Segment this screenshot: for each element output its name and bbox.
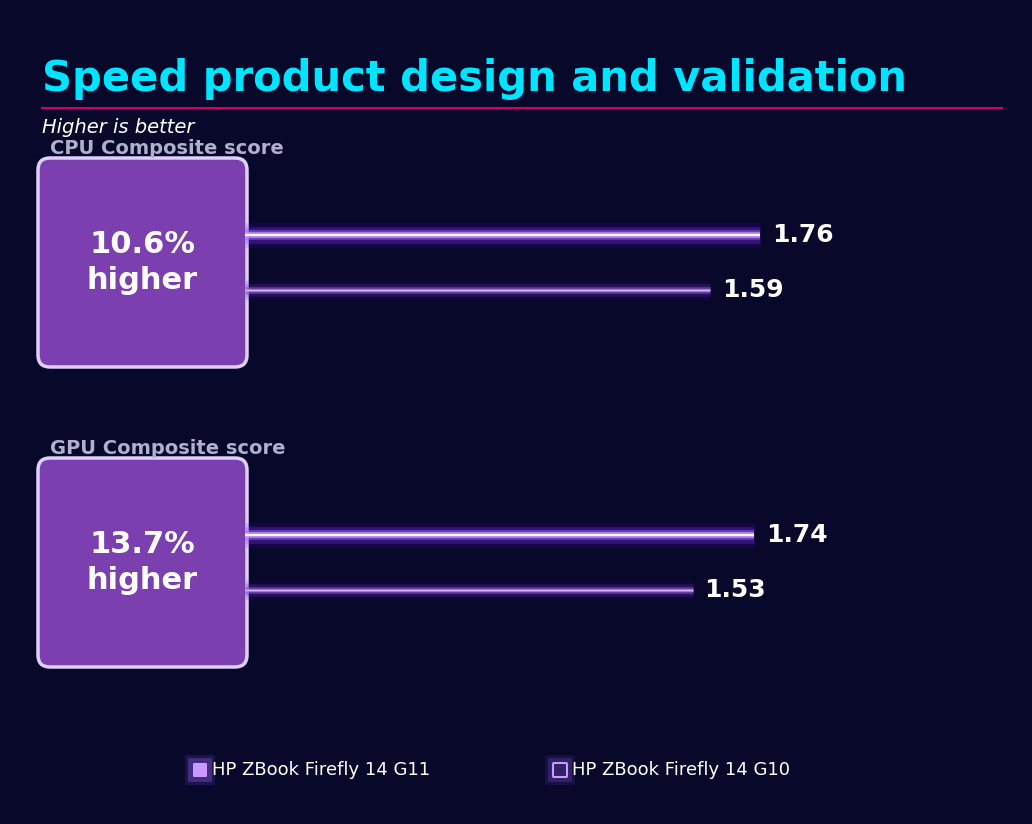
FancyBboxPatch shape — [188, 758, 212, 782]
Text: Higher is better: Higher is better — [42, 118, 194, 137]
FancyBboxPatch shape — [185, 755, 215, 785]
FancyBboxPatch shape — [38, 458, 247, 667]
FancyBboxPatch shape — [548, 758, 572, 782]
Text: 10.6%
higher: 10.6% higher — [87, 230, 198, 295]
Text: 13.7%
higher: 13.7% higher — [87, 530, 198, 595]
Text: 1.59: 1.59 — [722, 279, 783, 302]
FancyBboxPatch shape — [545, 755, 575, 785]
Text: 1.74: 1.74 — [766, 522, 828, 547]
Text: 1.76: 1.76 — [772, 222, 834, 246]
Text: HP ZBook Firefly 14 G10: HP ZBook Firefly 14 G10 — [572, 761, 791, 779]
Text: Speed product design and validation: Speed product design and validation — [42, 58, 907, 100]
FancyBboxPatch shape — [38, 158, 247, 367]
Text: GPU Composite score: GPU Composite score — [50, 439, 286, 458]
Text: 1.53: 1.53 — [705, 578, 766, 602]
FancyBboxPatch shape — [193, 763, 207, 777]
Text: HP ZBook Firefly 14 G11: HP ZBook Firefly 14 G11 — [212, 761, 430, 779]
Text: CPU Composite score: CPU Composite score — [50, 139, 284, 158]
